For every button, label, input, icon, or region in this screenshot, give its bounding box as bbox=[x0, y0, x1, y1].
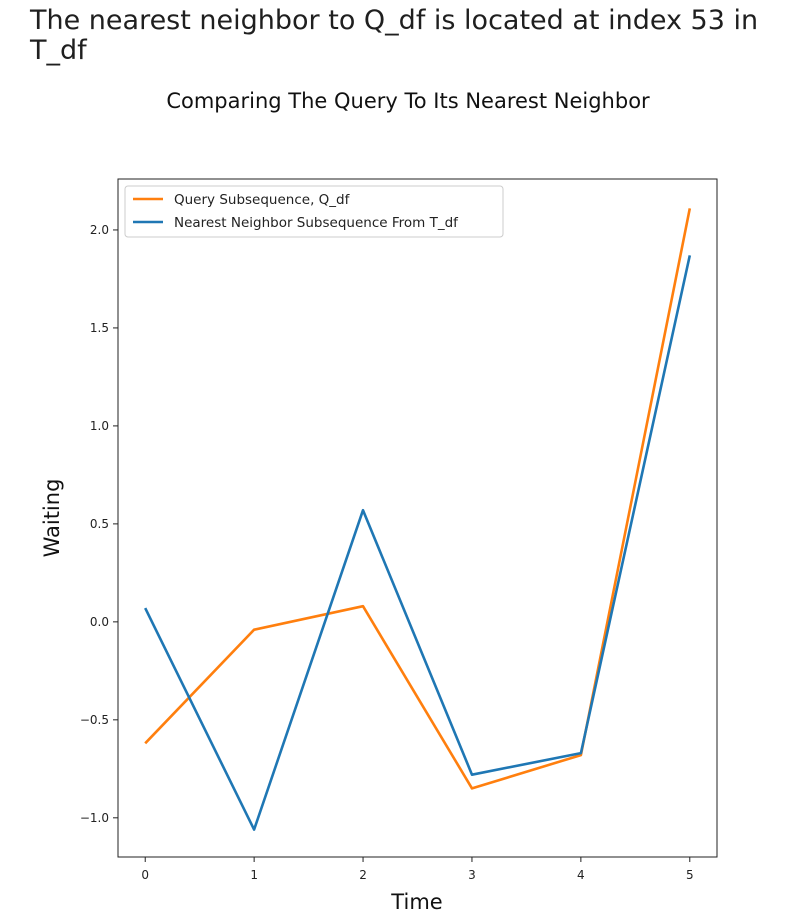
y-tick-label: −0.5 bbox=[80, 713, 109, 727]
legend-label: Query Subsequence, Q_df bbox=[174, 192, 351, 208]
chart-title: Comparing The Query To Its Nearest Neigh… bbox=[166, 89, 650, 113]
y-tick-label: 1.5 bbox=[90, 321, 109, 335]
y-tick-label: −1.0 bbox=[80, 811, 109, 825]
y-tick-label: 1.0 bbox=[90, 419, 109, 433]
y-tick-label: 2.0 bbox=[90, 223, 109, 237]
x-tick-label: 3 bbox=[468, 868, 476, 882]
series-lines bbox=[144, 208, 692, 831]
series-line-nearest-neighbor bbox=[144, 255, 692, 831]
y-tick-label: 0.0 bbox=[90, 615, 109, 629]
plot-frame bbox=[117, 178, 718, 858]
x-tick-label: 2 bbox=[359, 868, 367, 882]
legend: Query Subsequence, Q_df Nearest Neighbor … bbox=[124, 185, 504, 238]
y-tick-label: 0.5 bbox=[90, 517, 109, 531]
x-tick-label: 0 bbox=[141, 868, 149, 882]
result-message: The nearest neighbor to Q_df is located … bbox=[30, 5, 759, 66]
x-axis: 0 1 2 3 4 5 bbox=[141, 857, 694, 882]
y-axis: −1.0 −0.5 0.0 0.5 1.0 1.5 2.0 bbox=[80, 223, 118, 825]
legend-label: Nearest Neighbor Subsequence From T_df bbox=[174, 215, 459, 231]
x-tick-label: 5 bbox=[686, 868, 694, 882]
y-axis-label: Waiting bbox=[40, 479, 64, 558]
x-axis-label: Time bbox=[390, 890, 442, 914]
x-tick-label: 1 bbox=[250, 868, 258, 882]
x-tick-label: 4 bbox=[577, 868, 585, 882]
series-line-query bbox=[144, 208, 692, 790]
legend-box bbox=[124, 185, 504, 238]
